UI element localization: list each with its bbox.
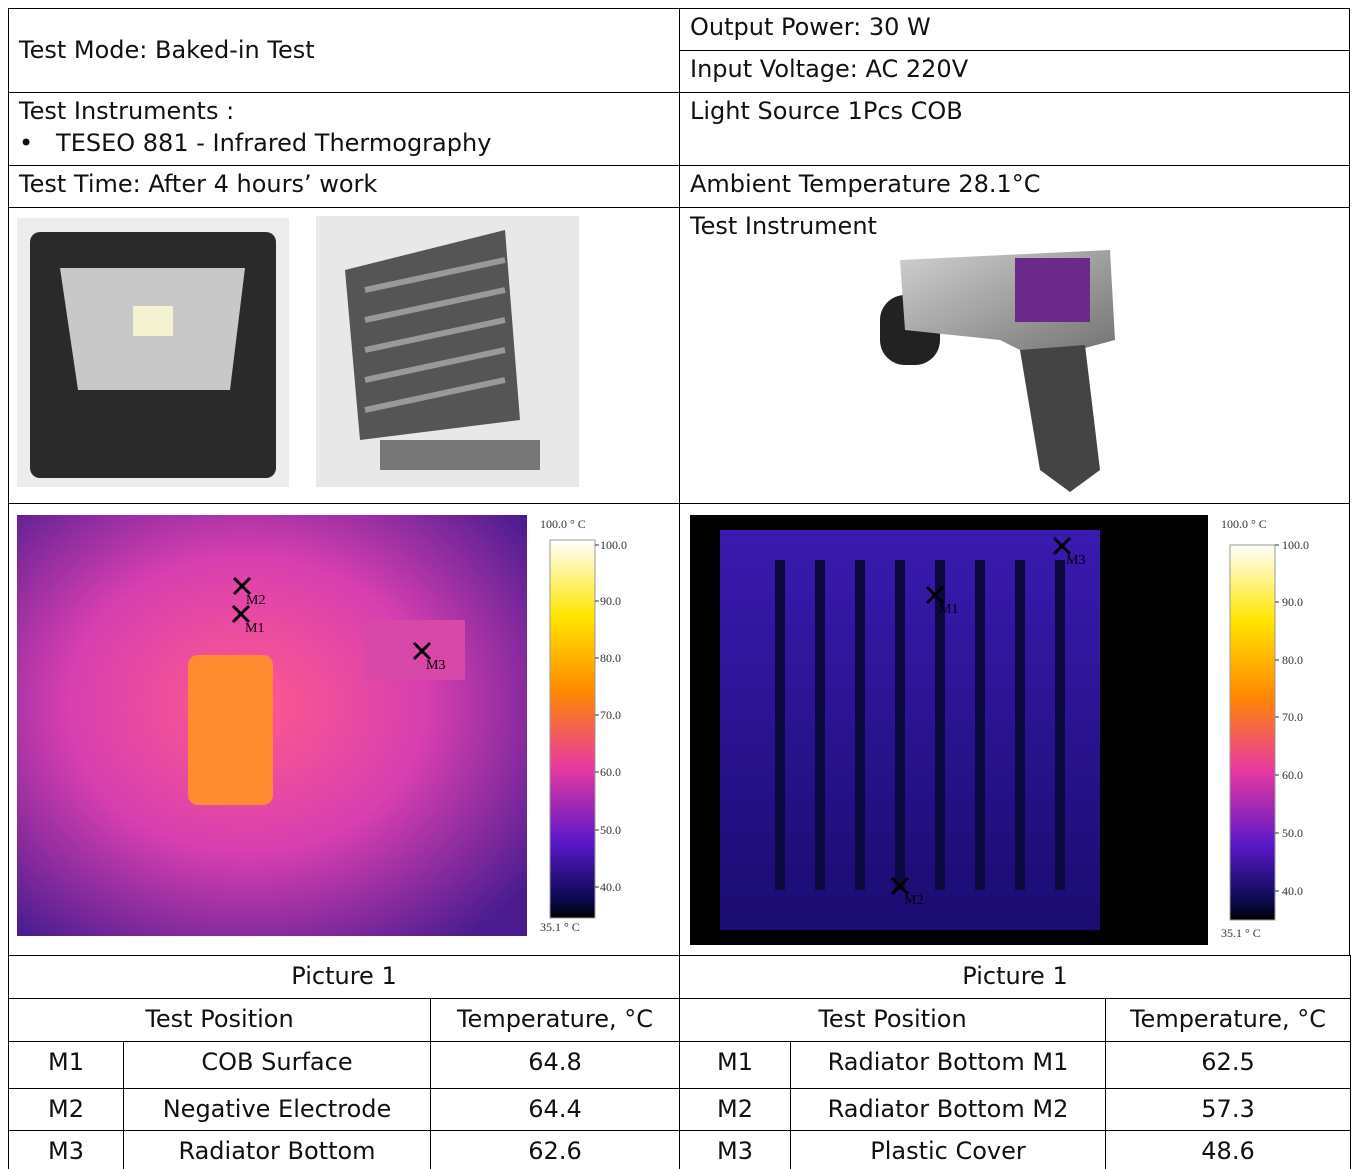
- cell: COB Surface: [123, 1041, 431, 1089]
- cell-text: Plastic Cover: [870, 1137, 1026, 1165]
- cell: Test Position: [679, 998, 1106, 1042]
- cell: Radiator Bottom M1: [790, 1041, 1106, 1089]
- cell-text: Radiator Bottom: [178, 1137, 376, 1165]
- cell-text: COB Surface: [201, 1048, 353, 1076]
- cell-text: 48.6: [1201, 1137, 1255, 1165]
- cell: [8, 503, 680, 956]
- cell-text: Test Position: [145, 1005, 294, 1033]
- cell-text: Temperature, °C: [456, 1005, 654, 1033]
- instrument-title: Test Instrument: [690, 212, 877, 240]
- cell-text: M3: [48, 1137, 84, 1165]
- cell: Ambient Temperature 28.1°C: [679, 165, 1350, 208]
- cell-text: M2: [717, 1095, 753, 1123]
- cell-text: 57.3: [1201, 1095, 1255, 1123]
- cell: Test Instrument: [679, 207, 1350, 504]
- test-mode: Test Mode: Baked-in Test: [19, 36, 315, 64]
- test-time: Test Time: After 4 hours’ work: [19, 170, 378, 198]
- cell: M3: [679, 1130, 791, 1169]
- cell-text: Picture 1: [962, 962, 1068, 990]
- cell: Test Mode: Baked-in Test: [8, 8, 680, 93]
- cell: 48.6: [1105, 1130, 1351, 1169]
- cell: Test Time: After 4 hours’ work: [8, 165, 680, 208]
- input-voltage: Input Voltage: AC 220V: [690, 55, 969, 83]
- cell-text: M1: [717, 1048, 753, 1076]
- cell: Input Voltage: AC 220V: [679, 50, 1350, 93]
- cell: Picture 1: [8, 955, 680, 999]
- cell-text: Negative Electrode: [162, 1095, 392, 1123]
- cell-text: 62.6: [528, 1137, 582, 1165]
- cell-text: Temperature, °C: [1129, 1005, 1327, 1033]
- cell: M3: [8, 1130, 124, 1169]
- cell-text: Test Position: [818, 1005, 967, 1033]
- cell-text: 62.5: [1201, 1048, 1255, 1076]
- cell-text: 64.4: [528, 1095, 582, 1123]
- instrument-item: TESEO 881 - Infrared Thermography: [56, 129, 492, 157]
- cell: Output Power: 30 W: [679, 8, 1350, 51]
- cell-text: Picture 1: [291, 962, 397, 990]
- cell: M2: [8, 1088, 124, 1131]
- cell-text: 64.8: [528, 1048, 582, 1076]
- cell: 62.5: [1105, 1041, 1351, 1089]
- instruments-label: Test Instruments :: [19, 97, 235, 125]
- light-source: Light Source 1Pcs COB: [690, 97, 963, 125]
- cell: Radiator Bottom: [123, 1130, 431, 1169]
- cell: 57.3: [1105, 1088, 1351, 1131]
- cell: Radiator Bottom M2: [790, 1088, 1106, 1131]
- ambient-temp: Ambient Temperature 28.1°C: [690, 170, 1041, 198]
- cell: M1: [679, 1041, 791, 1089]
- cell: Negative Electrode: [123, 1088, 431, 1131]
- cell: Light Source 1Pcs COB: [679, 92, 1350, 166]
- cell-text: M1: [48, 1048, 84, 1076]
- cell: Temperature, °C: [430, 998, 680, 1042]
- cell: Test Position: [8, 998, 431, 1042]
- cell: 62.6: [430, 1130, 680, 1169]
- cell: 64.4: [430, 1088, 680, 1131]
- cell: M1: [8, 1041, 124, 1089]
- bullet-item: • TESEO 881 - Infrared Thermography: [19, 129, 492, 157]
- cell: M2: [679, 1088, 791, 1131]
- cell: Temperature, °C: [1105, 998, 1351, 1042]
- cell: [8, 207, 680, 504]
- cell: 64.8: [430, 1041, 680, 1089]
- cell-text: Radiator Bottom M2: [827, 1095, 1069, 1123]
- output-power: Output Power: 30 W: [690, 13, 931, 41]
- cell: Picture 1: [679, 955, 1351, 999]
- cell-text: Radiator Bottom M1: [827, 1048, 1069, 1076]
- cell: [679, 503, 1350, 956]
- cell: Plastic Cover: [790, 1130, 1106, 1169]
- cell: Test Instruments : • TESEO 881 - Infrared…: [8, 92, 680, 166]
- cell-text: M2: [48, 1095, 84, 1123]
- cell-text: M3: [717, 1137, 753, 1165]
